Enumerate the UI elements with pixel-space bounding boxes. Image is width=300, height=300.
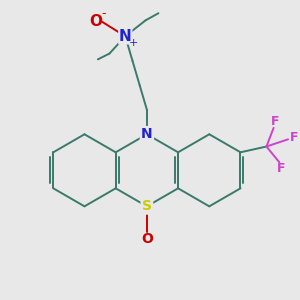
Text: N: N [141,127,153,141]
Text: F: F [277,162,285,175]
Text: F: F [290,131,298,144]
Text: N: N [119,29,132,44]
Text: +: + [129,38,138,48]
Text: F: F [271,115,279,128]
Text: -: - [101,7,106,20]
Text: O: O [89,14,102,29]
Text: S: S [142,199,152,213]
Text: O: O [141,232,153,246]
